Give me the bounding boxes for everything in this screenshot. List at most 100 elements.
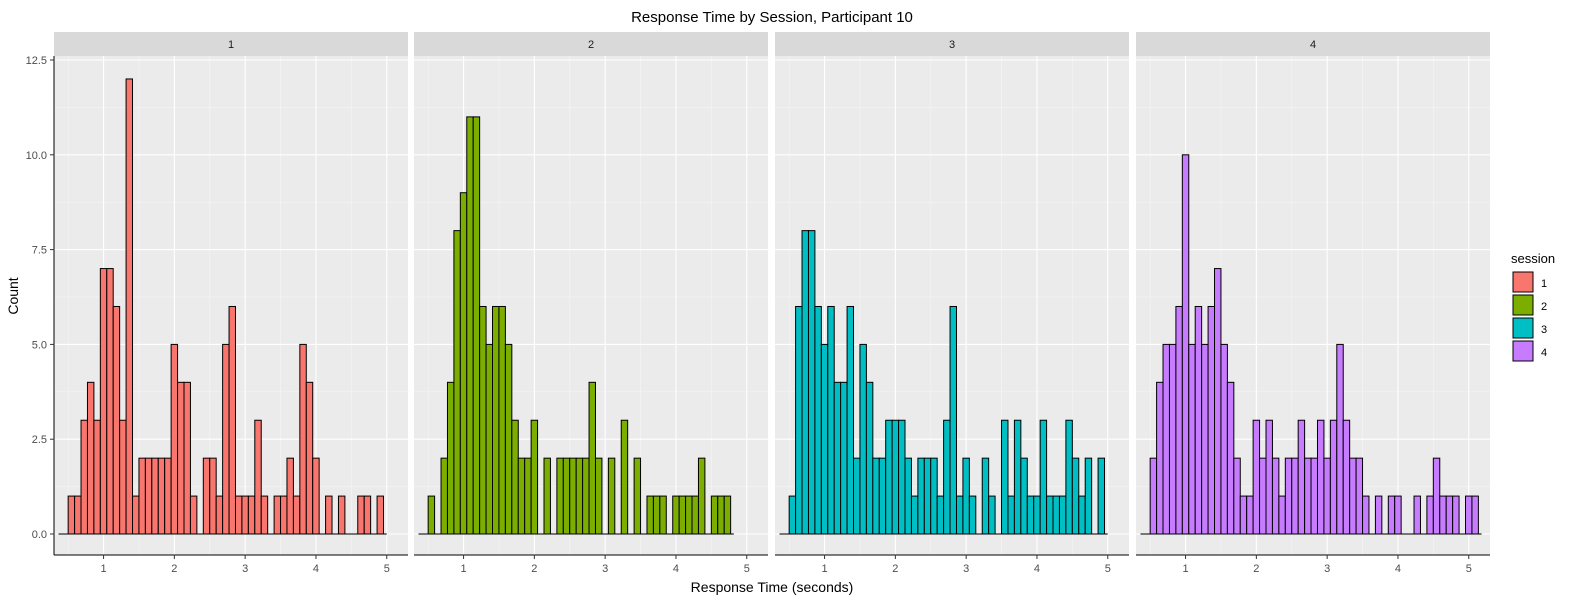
- bar: [299, 343, 307, 535]
- bar: [292, 495, 301, 535]
- facet-strip: [54, 32, 408, 56]
- x-tick-label: 4: [313, 563, 319, 575]
- bar: [492, 305, 500, 535]
- bar: [479, 305, 487, 535]
- bar: [1201, 343, 1209, 535]
- bar: [170, 343, 179, 535]
- bar: [485, 343, 494, 535]
- bar: [1426, 495, 1434, 535]
- bar: [1181, 154, 1190, 535]
- bar: [504, 343, 513, 535]
- bar: [930, 457, 938, 535]
- bar: [286, 457, 294, 535]
- bar: [202, 457, 211, 535]
- bar: [1046, 495, 1054, 535]
- bar: [1445, 495, 1454, 535]
- bar: [247, 495, 256, 535]
- bar: [1310, 457, 1318, 535]
- legend-label-1: 1: [1541, 278, 1547, 290]
- facet-panel-4: 4 1 2 3 4 5: [1136, 32, 1490, 575]
- x-tick-label: 5: [1105, 563, 1111, 575]
- y-tick-label: 12.5: [26, 55, 47, 67]
- bar: [1194, 305, 1203, 535]
- legend-label-2: 2: [1541, 301, 1547, 313]
- bar: [1156, 381, 1164, 535]
- facet-strip-label: 2: [588, 39, 594, 51]
- bar: [189, 495, 198, 535]
- y-tick-label: 5.0: [32, 339, 47, 351]
- bar: [917, 457, 925, 535]
- bar: [833, 381, 842, 535]
- bar: [234, 495, 243, 535]
- bar: [305, 381, 314, 535]
- bar: [86, 381, 95, 535]
- bar: [1355, 457, 1364, 535]
- bar: [1387, 495, 1396, 535]
- legend-key-1: [1512, 271, 1534, 293]
- facet-strip-label: 3: [949, 39, 955, 51]
- bar: [1020, 457, 1028, 535]
- bar: [1246, 495, 1254, 535]
- bar: [1214, 268, 1222, 535]
- x-tick-label: 3: [242, 563, 248, 575]
- bar: [820, 343, 829, 535]
- legend-label-3: 3: [1541, 324, 1547, 336]
- legend: session 1 2 3 4: [1511, 251, 1555, 362]
- bar: [157, 457, 166, 535]
- bar: [878, 457, 887, 535]
- bar: [177, 381, 185, 535]
- facet-panel-2: 2 1 2 3 4 5: [414, 32, 768, 575]
- x-tick-label: 5: [744, 563, 750, 575]
- facet-panels: 11 2 3 4 50.02.55.07.510.012.521 2 3 4 531 2 3 4 541…: [26, 32, 1490, 575]
- bar: [517, 457, 526, 535]
- bar: [1413, 495, 1421, 535]
- bar: [1233, 457, 1241, 535]
- x-tick-label: 5: [384, 563, 390, 575]
- x-tick-label: 1: [100, 563, 106, 575]
- bar: [93, 419, 101, 535]
- bar: [144, 457, 153, 535]
- bar: [968, 495, 977, 535]
- bar: [511, 419, 519, 535]
- bar: [1265, 419, 1273, 535]
- legend-key-4: [1512, 340, 1534, 362]
- bar: [717, 495, 725, 535]
- bar: [1188, 343, 1196, 535]
- facet-panel-1: 1 1 2 3 4 5 0.0 2.5 5.0 7.5 10.0 12.5: [26, 32, 408, 575]
- x-tick-label: 2: [892, 563, 898, 575]
- bar: [1226, 381, 1235, 535]
- bar: [1013, 419, 1022, 535]
- bar: [1284, 457, 1293, 535]
- bar: [678, 495, 687, 535]
- facet-strip-label: 4: [1310, 39, 1316, 51]
- y-axis-title: Count: [5, 277, 21, 314]
- bar: [106, 268, 114, 535]
- facet-strip: [775, 32, 1129, 56]
- bar: [119, 419, 127, 535]
- bar: [1033, 495, 1041, 535]
- bar: [453, 230, 461, 535]
- bar: [222, 343, 230, 535]
- bar: [472, 116, 481, 535]
- bar: [125, 78, 134, 535]
- bar: [1149, 457, 1158, 535]
- bar: [1058, 495, 1067, 535]
- bar: [1252, 419, 1261, 535]
- legend-key-3: [1512, 317, 1534, 339]
- chart-title: Response Time by Session, Participant 10: [631, 9, 913, 26]
- bar: [949, 305, 957, 535]
- bar: [1471, 495, 1479, 535]
- x-tick-label: 1: [460, 563, 466, 575]
- bar: [672, 495, 680, 535]
- bar: [936, 495, 945, 535]
- bar: [652, 495, 661, 535]
- bar: [1452, 495, 1460, 535]
- x-axis-title: Response Time (seconds): [691, 579, 854, 595]
- bar: [1316, 419, 1325, 535]
- bar: [891, 419, 900, 535]
- bar: [1026, 495, 1035, 535]
- bar: [151, 457, 159, 535]
- bar: [685, 495, 693, 535]
- bar: [132, 495, 140, 535]
